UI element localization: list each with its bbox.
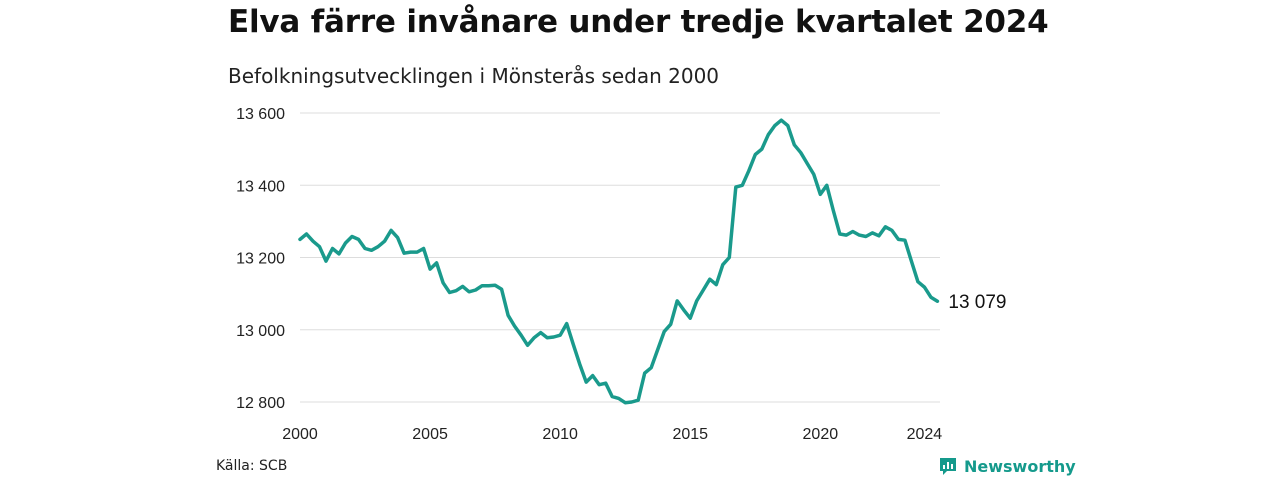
- y-tick-label: 13 400: [236, 178, 285, 195]
- y-tick-label: 12 800: [236, 395, 285, 412]
- brand-name: Newsworthy: [964, 456, 1076, 476]
- end-value-label: 13 079: [948, 292, 1006, 313]
- x-tick-label: 2024: [907, 426, 943, 443]
- chart-title: Elva färre invånare under tredje kvartal…: [228, 4, 1049, 40]
- y-tick-label: 13 200: [236, 251, 285, 268]
- y-tick-label: 13 000: [236, 323, 285, 340]
- source-note: Källa: SCB: [216, 458, 288, 474]
- chart-subtitle: Befolkningsutvecklingen i Mönsterås seda…: [228, 64, 720, 88]
- series-line: [298, 118, 940, 405]
- brand-logo[interactable]: Newsworthy: [938, 456, 1076, 476]
- x-tick-label: 2010: [542, 426, 578, 443]
- x-tick-label: 2015: [672, 426, 708, 443]
- x-tick-label: 2020: [803, 426, 839, 443]
- newsworthy-logo-icon: [940, 458, 956, 475]
- y-tick-label: 13 600: [236, 106, 285, 123]
- x-tick-label: 2005: [412, 426, 448, 443]
- x-tick-label: 2000: [282, 426, 318, 443]
